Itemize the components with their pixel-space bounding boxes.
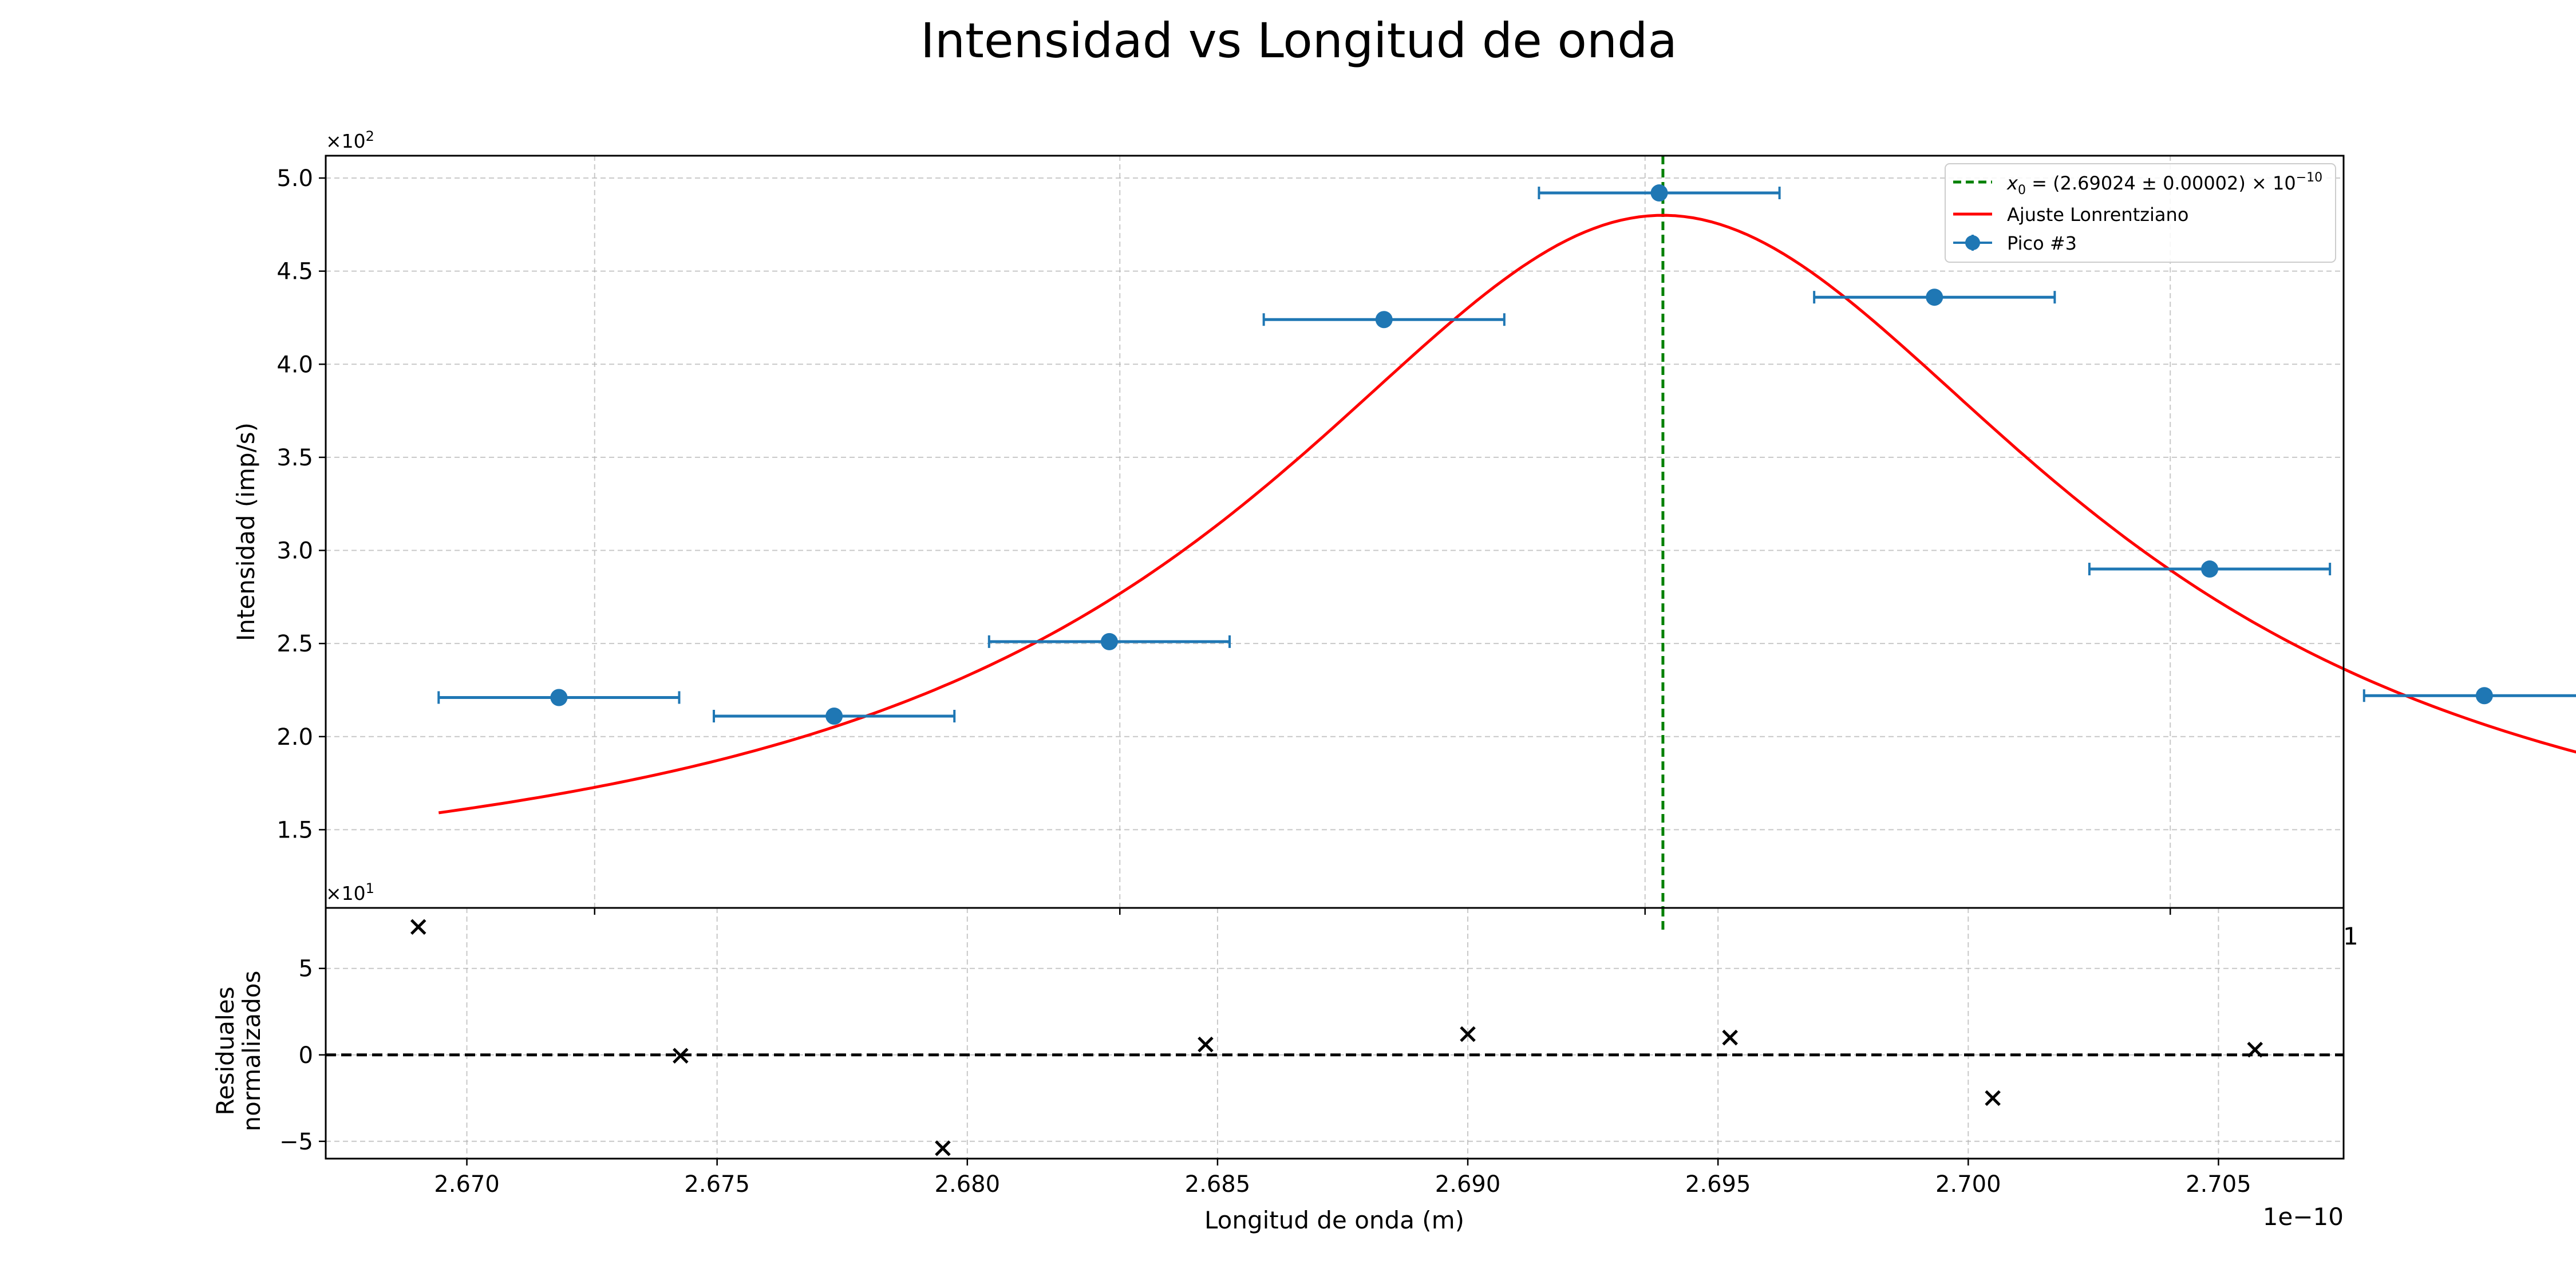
- residual-marker: [1460, 1026, 1476, 1042]
- main-y-tick-label: 1.5: [276, 817, 313, 843]
- main-y-tick-label: 3.5: [276, 445, 313, 471]
- data-marker: [825, 707, 843, 725]
- residuals-y-tick-label: −5: [279, 1129, 313, 1155]
- legend-label-vline-sup: −10: [2296, 171, 2322, 185]
- main-grid: [326, 156, 2344, 908]
- residual-marker: [2247, 1041, 2263, 1058]
- main-y-tick-label: 2.5: [276, 631, 313, 657]
- data-point: [2362, 687, 2576, 705]
- main-y-tick-label: 4.0: [276, 351, 313, 378]
- data-point: [987, 633, 1231, 650]
- main-x-ticks: [594, 908, 2171, 915]
- data-point: [1538, 184, 1781, 202]
- data-point: [437, 689, 681, 706]
- main-y-tick-label: 5.0: [276, 165, 313, 192]
- residuals-x-ticks: 2.670 2.675 2.680 2.685 2.690 2.695 2.700 2.705: [434, 1159, 2251, 1198]
- main-y-tick-label: 3.0: [276, 538, 313, 564]
- residuals-y-multiplier: ×101: [326, 880, 374, 904]
- legend-swatch-points: [1953, 235, 1992, 251]
- main-y-axis-label: Intensidad (imp/s): [232, 422, 260, 641]
- data-marker: [2475, 687, 2493, 705]
- residuals-plot-frame: [325, 907, 2345, 1160]
- legend-label-points: Pico #3: [2007, 232, 2077, 254]
- data-point: [1813, 289, 2056, 306]
- main-y-tick-label: 2.0: [276, 724, 313, 750]
- main-y-tick-label: 4.5: [276, 259, 313, 285]
- x-tick-label: 2.670: [434, 1171, 500, 1198]
- x-tick-label: 2.675: [684, 1171, 750, 1198]
- data-point: [1262, 311, 1506, 329]
- data-marker: [550, 689, 568, 706]
- data-point: [713, 707, 956, 725]
- lorentzian-fit-curve: [438, 214, 2576, 815]
- residual-marker: [935, 1140, 951, 1156]
- residuals-y-tick-label: 0: [299, 1042, 313, 1069]
- residuals-y-axis-label-line2: normalizados: [238, 971, 266, 1132]
- residual-marker: [673, 1048, 689, 1064]
- main-y-multiplier-exp: 2: [366, 128, 374, 144]
- x-tick-label: 2.685: [1185, 1171, 1251, 1198]
- legend-label-fit: Ajuste Lonrentziano: [2007, 204, 2188, 226]
- main-y-multiplier-base: ×10: [326, 130, 366, 152]
- legend-label-vline: x0 = (2.69024 ± 0.00002) × 10−10: [2006, 171, 2322, 197]
- x-tick-label: 2.705: [2186, 1171, 2251, 1198]
- main-plot-frame: [325, 155, 2345, 909]
- main-y-ticks: 1.5 2.0 2.5 3.0 3.5 4.0 4.5 5.0: [276, 165, 326, 843]
- data-marker: [1100, 633, 1118, 650]
- x-tick-label: 2.680: [935, 1171, 1001, 1198]
- residuals-y-multiplier-exp: 1: [366, 880, 374, 896]
- legend-label-vline-sub: 0: [2018, 183, 2026, 197]
- residual-marker: [1722, 1029, 1738, 1046]
- main-points-layer: [437, 184, 2576, 725]
- legend-label-vline-rest: = (2.69024 ± 0.00002) × 10: [2026, 172, 2296, 194]
- x-axis-label: Longitud de onda (m): [1204, 1206, 1464, 1234]
- data-marker: [1650, 184, 1668, 202]
- data-marker: [1926, 289, 1943, 306]
- data-marker: [1375, 311, 1393, 329]
- residuals-grid: [326, 908, 2344, 1159]
- data-marker: [2201, 560, 2219, 578]
- residuals-y-multiplier-base: ×10: [326, 882, 366, 904]
- residual-marker: [1198, 1036, 1214, 1053]
- x-tick-label: 2.700: [1935, 1171, 2001, 1198]
- residuals-plot-panel: −5 0 5 2.670 2.675 2.680 2.685 2.690 2.695 2.700…: [211, 880, 2345, 1234]
- x-tick-label: 2.690: [1435, 1171, 1501, 1198]
- residuals-y-tick-label: 5: [299, 956, 313, 982]
- legend: x0 = (2.69024 ± 0.00002) × 10−10 Ajuste …: [1945, 163, 2336, 263]
- main-fit-layer: [438, 214, 2576, 815]
- chart-title: Intensidad vs Longitud de onda: [920, 13, 1677, 69]
- legend-label-vline-var: x: [2006, 172, 2018, 194]
- legend-box: [1945, 163, 2336, 263]
- residuals-y-axis-label-line1: Residuales: [211, 986, 239, 1115]
- x-axis-offset-label: 1e−10: [2263, 1203, 2344, 1231]
- x-tick-label: 2.695: [1685, 1171, 1751, 1198]
- residual-marker: [410, 919, 426, 935]
- main-plot-panel: 1.52.02.53.03.54.04.55.0 ×102 Intensidad…: [232, 128, 2576, 950]
- residuals-points-layer: [410, 919, 2263, 1156]
- residual-marker: [1985, 1090, 2001, 1107]
- main-y-multiplier: ×102: [326, 128, 374, 152]
- data-point: [2088, 560, 2332, 578]
- main-corner-fragment: 1: [2343, 922, 2358, 950]
- residuals-y-ticks: −5 0 5: [279, 956, 326, 1155]
